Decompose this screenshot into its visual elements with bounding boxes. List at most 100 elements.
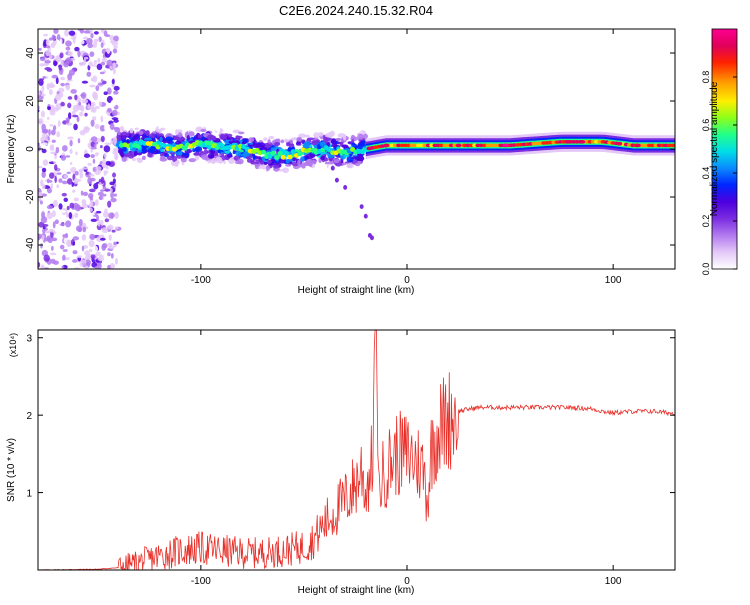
spectrogram-noise-mark — [94, 170, 101, 176]
spectrogram-band-mark — [351, 142, 356, 146]
spectrogram-ridge-mark — [274, 155, 280, 160]
spectrogram-band-mark — [193, 152, 201, 156]
snr-y-ticks: 3 2 1 — [26, 334, 675, 500]
spectrogram-noise-mark — [79, 39, 85, 45]
spectrogram-noise-mark — [99, 237, 106, 241]
spectrogram-band-mark — [285, 159, 290, 164]
spectrogram-noise-mark — [48, 128, 51, 136]
spectrogram-noise-mark — [65, 84, 71, 91]
spectrogram-tail-mark — [369, 235, 374, 241]
spectrogram-noise-mark — [59, 209, 66, 213]
spectrogram-noise-mark — [65, 40, 72, 47]
spectrogram-noise-mark — [88, 248, 93, 253]
spectrogram-band-mark — [227, 133, 233, 138]
spectrogram-noise-mark — [94, 106, 100, 109]
spectrogram-noise-mark — [49, 110, 56, 116]
spectrogram-band-mark — [234, 160, 242, 165]
colorbar-tick-label: 0.4 — [701, 167, 711, 180]
spectrogram-band-mark — [215, 156, 223, 163]
spectrogram-noise-mark — [111, 109, 118, 117]
spectrogram-noise-mark — [74, 204, 81, 212]
spectrogram-band-mark — [176, 166, 183, 170]
spectrogram-noise-mark — [55, 57, 62, 62]
spectrogram-band-mark — [285, 164, 292, 167]
spectrogram-band-mark — [133, 150, 138, 155]
colorbar-gradient — [711, 28, 738, 270]
spectrogram-band-mark — [346, 156, 354, 163]
spectrogram-noise-mark — [96, 63, 103, 71]
spectrogram-noise-mark — [103, 91, 108, 96]
spectrogram-noise-mark — [95, 210, 102, 214]
spectrogram-noise-mark — [70, 89, 77, 94]
spectrogram-noise-mark — [91, 64, 97, 67]
spectrogram-tail-mark — [343, 185, 348, 190]
spectrogram-noise-mark — [72, 250, 78, 255]
colorbar-tick-label: 0.0 — [701, 263, 711, 276]
spectrogram-noise-mark — [111, 60, 117, 64]
spectrogram-noise-mark — [113, 241, 117, 246]
spectrogram-band-mark — [182, 152, 188, 156]
spectrogram-band-mark — [274, 142, 281, 147]
spectrogram-noise-mark — [46, 205, 53, 210]
spectrogram-noise-mark — [66, 178, 73, 185]
spectrogram-noise-mark — [86, 148, 91, 153]
spectrogram-band-mark — [243, 166, 248, 173]
spectrogram-noise-mark — [114, 156, 118, 160]
spectrogram-band-mark — [326, 137, 332, 141]
spectrogram-noise-mark — [103, 124, 111, 131]
snr-x-ticks: -100 0 100 — [191, 330, 622, 587]
spectrogram-noise-mark — [38, 90, 41, 97]
spectrogram-noise-mark — [51, 34, 56, 41]
spectrogram-noise-mark — [89, 233, 96, 240]
spectrogram-noise-mark — [106, 87, 112, 95]
spectrogram-noise-mark — [107, 252, 111, 257]
spectrogram-noise-mark — [56, 172, 62, 175]
spectrogram-noise-mark — [78, 219, 83, 227]
spectrogram-noise-mark — [104, 188, 111, 192]
spectrogram-band-mark — [132, 157, 136, 162]
spectrogram-panel: -100 0 100 40 20 0 -20 -40 Height of straight … — [6, 28, 676, 296]
spectrogram-noise-mark — [99, 71, 105, 75]
spectrogram-band-mark — [162, 137, 167, 144]
spectrogram-noise-mark — [73, 123, 78, 131]
spectrogram-noise-mark — [104, 218, 110, 223]
spectrogram-band-mark — [288, 132, 293, 139]
spectrogram-noise-mark — [55, 137, 61, 142]
spectrogram-noise-mark — [97, 256, 105, 262]
spectrogram-noise-mark — [67, 73, 73, 81]
spectrogram-band-mark — [315, 125, 322, 132]
spectrogram-band-mark — [148, 146, 156, 153]
spectrogram-noise-mark — [66, 78, 73, 82]
spectrogram-band-mark — [169, 152, 176, 155]
spectrogram-noise-mark — [71, 111, 76, 115]
spectrogram-noise-mark — [49, 88, 53, 96]
spectrogram-noise-mark — [78, 168, 84, 173]
spectrogram-band-mark — [194, 146, 203, 153]
y-tick-label: 40 — [25, 47, 36, 59]
spectrogram-noise-mark — [113, 85, 120, 91]
spectrogram-band-mark — [313, 132, 320, 139]
spectrogram-noise-mark — [41, 184, 46, 190]
spectrogram-ridge-mark — [135, 143, 141, 149]
spectrogram-band-mark — [159, 136, 163, 142]
spectrogram-noise-mark — [81, 199, 87, 205]
spectrogram-band-mark — [200, 128, 207, 133]
spectrogram-noise-mark — [93, 60, 98, 65]
spectrogram-noise-mark — [66, 171, 71, 175]
spectrogram-noise-mark — [100, 79, 104, 82]
spectrogram-noise-mark — [101, 226, 109, 234]
x-tick-label: -100 — [191, 275, 211, 286]
spectrogram-noise-mark — [87, 256, 92, 260]
spectrogram-band-mark — [163, 127, 171, 134]
spectrogram-band-mark — [118, 148, 124, 155]
spectrogram-band-mark — [280, 139, 285, 144]
spectrogram-noise-mark — [73, 197, 80, 202]
spectrogram-ridge-mark — [270, 150, 277, 156]
spectrogram-noise-mark — [41, 234, 45, 241]
spectrogram-noise-mark — [55, 146, 60, 154]
spectrogram-noise-mark — [67, 102, 72, 109]
spectrogram-band-mark — [292, 137, 298, 141]
spectrogram-ridge-mark — [284, 150, 290, 156]
spectrogram-band-mark — [350, 169, 356, 174]
spectrogram-noise-mark — [58, 87, 65, 93]
